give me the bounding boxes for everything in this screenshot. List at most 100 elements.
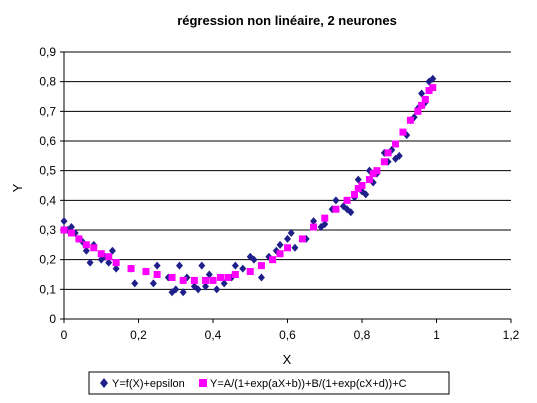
data-point-observed (321, 220, 329, 229)
data-point-fitted (310, 223, 318, 231)
legend-box (88, 371, 450, 395)
data-point-fitted (269, 256, 277, 264)
data-point-fitted (392, 140, 400, 148)
data-point-fitted (414, 107, 422, 115)
data-point-fitted (67, 229, 75, 237)
data-point-fitted (284, 244, 291, 252)
data-point-fitted (168, 273, 176, 281)
data-point-observed (310, 217, 318, 226)
data-point-fitted (257, 262, 265, 270)
data-point-observed (60, 217, 68, 226)
data-point-observed (231, 261, 239, 270)
data-point-fitted (142, 268, 150, 276)
data-point-fitted (202, 276, 210, 284)
x-tick-label: 0,4 (205, 328, 222, 342)
y-tick-label: 0,8 (39, 75, 56, 89)
data-point-fitted (179, 276, 187, 284)
data-point-fitted (429, 84, 437, 92)
data-point-fitted (105, 253, 113, 261)
data-point-fitted (373, 167, 381, 175)
data-point-fitted (246, 268, 254, 276)
data-point-observed (149, 279, 157, 288)
data-point-fitted (82, 241, 90, 249)
data-point-fitted (112, 259, 120, 267)
data-point-observed (205, 270, 213, 279)
data-point-observed (239, 264, 247, 273)
x-tick-label: 0,6 (279, 328, 296, 342)
legend-entry-observed: Y=f(X)+epsilon (112, 378, 185, 390)
data-point-observed (250, 255, 258, 264)
data-point-fitted (60, 226, 68, 234)
data-point-observed (175, 261, 183, 270)
data-point-fitted (358, 182, 366, 189)
data-point-observed (395, 151, 403, 160)
data-point-observed (354, 175, 362, 184)
data-point-fitted (321, 214, 329, 222)
chart-title: régression non linéaire, 2 neurones (177, 13, 397, 28)
data-point-observed (347, 208, 355, 217)
data-point-observed (131, 279, 139, 288)
data-point-observed (198, 261, 206, 270)
x-tick-label: 1,2 (503, 328, 520, 342)
data-point-observed (362, 190, 370, 199)
data-point-fitted (365, 176, 373, 184)
data-point-fitted (231, 271, 239, 278)
data-point-fitted (153, 271, 161, 278)
data-point-fitted (276, 250, 284, 258)
data-point-observed (67, 223, 75, 232)
y-tick-labels: 0 0,1 0,2 0,3 0,4 0,5 0,6 0,7 0,8 0,9 (39, 45, 56, 326)
data-point-observed (287, 228, 295, 237)
data-point-observed (257, 273, 265, 282)
data-point-observed (276, 240, 284, 249)
data-point-fitted (343, 196, 351, 204)
data-point-observed (82, 246, 90, 255)
data-point-observed (97, 255, 105, 264)
y-tick-label: 0,1 (39, 282, 56, 296)
data-point-fitted (190, 276, 198, 284)
data-point-fitted (75, 235, 83, 243)
data-point-fitted (216, 273, 224, 281)
data-point-observed (194, 285, 202, 294)
data-point-fitted (90, 244, 98, 252)
data-point-observed (112, 264, 120, 273)
y-tick-label: 0 (49, 312, 56, 326)
data-point-observed (172, 285, 180, 294)
y-tick-label: 0,6 (39, 134, 56, 148)
x-tick-labels: 0 0,2 0,4 0,6 0,8 1 1,2 (61, 328, 520, 342)
y-tick-label: 0,7 (39, 104, 56, 118)
x-axis-label: X (283, 352, 292, 367)
data-point-fitted (97, 250, 105, 258)
y-tick-label: 0,5 (39, 164, 56, 178)
data-point-fitted (406, 116, 414, 124)
data-point-observed (202, 282, 210, 291)
data-point-fitted (351, 190, 359, 198)
data-point-observed (418, 89, 426, 98)
data-point-fitted (127, 265, 135, 273)
legend-marker-fitted (199, 379, 207, 387)
data-point-observed (429, 74, 437, 83)
legend-marker-observed (100, 378, 108, 388)
data-point-fitted (224, 273, 232, 281)
y-tick-label: 0,3 (39, 223, 56, 237)
axes (60, 51, 512, 323)
data-point-observed (108, 246, 116, 255)
data-point-fitted (332, 205, 340, 213)
x-tick-label: 0 (61, 328, 68, 342)
y-tick-label: 0,9 (39, 45, 56, 59)
gridlines (64, 51, 511, 290)
data-point-observed (332, 196, 340, 205)
data-point-observed (153, 261, 161, 270)
data-point-fitted (425, 87, 433, 95)
y-tick-label: 0,4 (39, 193, 56, 207)
data-point-fitted (384, 149, 392, 157)
y-axis-label: Y (10, 183, 25, 192)
data-point-observed (105, 258, 113, 267)
data-point-fitted (369, 170, 377, 178)
data-point-fitted (418, 101, 426, 109)
data-point-fitted (380, 158, 388, 166)
x-tick-label: 0,8 (354, 328, 371, 342)
data-point-fitted (421, 95, 429, 103)
data-point-observed (284, 234, 291, 243)
